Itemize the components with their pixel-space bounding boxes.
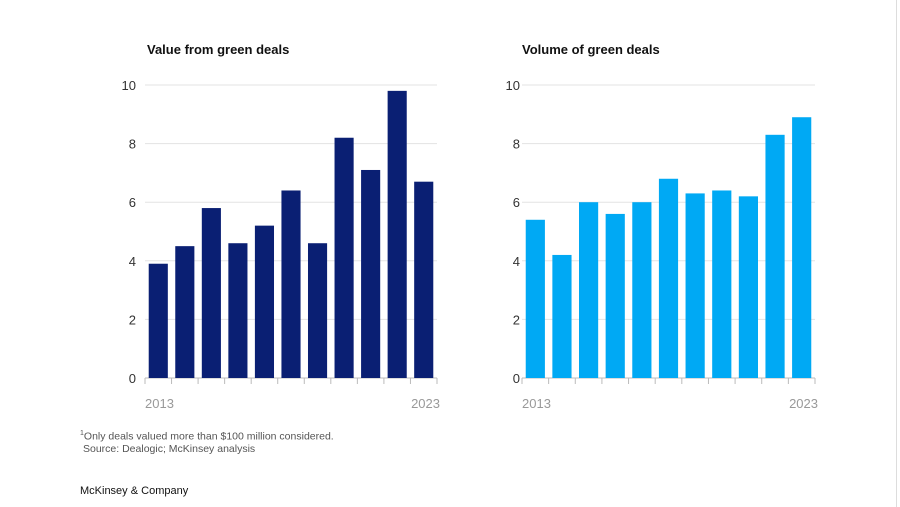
footnote: 1Only deals valued more than $100 millio… — [80, 430, 334, 443]
bar-2017 — [632, 202, 652, 378]
bar-2021 — [738, 196, 758, 378]
x-tick-label-end: 2023 — [789, 396, 818, 411]
bar-2023 — [414, 181, 434, 378]
footnote-marker: 1 — [80, 430, 84, 437]
chart-title-value: Value from green deals — [147, 42, 290, 57]
page-edge-divider — [896, 0, 897, 507]
x-tick-label-end: 2023 — [411, 396, 440, 411]
x-tick-label-start: 2013 — [145, 396, 174, 411]
bar-2018 — [281, 190, 301, 378]
bar-2014 — [552, 254, 572, 378]
bar-2016 — [228, 243, 248, 378]
y-tick-label: 10 — [122, 78, 136, 93]
y-tick-label: 4 — [513, 254, 520, 269]
bar-2022 — [387, 90, 407, 379]
bar-2013 — [525, 219, 545, 378]
bar-2022 — [765, 134, 785, 378]
y-tick-label: 2 — [129, 312, 136, 327]
y-tick-label: 2 — [513, 312, 520, 327]
bar-2020 — [712, 190, 732, 378]
bar-2021 — [361, 169, 381, 378]
bar-2013 — [148, 263, 168, 378]
y-tick-label: 0 — [513, 371, 520, 386]
y-tick-label: 6 — [513, 195, 520, 210]
bar-2016 — [605, 213, 625, 378]
bar-2017 — [254, 225, 275, 378]
bar-2014 — [175, 246, 195, 378]
y-tick-label: 6 — [129, 195, 136, 210]
bar-2015 — [579, 202, 599, 378]
y-tick-label: 8 — [513, 137, 520, 152]
y-tick-label: 0 — [129, 371, 136, 386]
bar-2023 — [792, 117, 812, 378]
y-tick-label: 4 — [129, 254, 136, 269]
bar-2019 — [685, 193, 705, 378]
bar-2018 — [658, 178, 679, 378]
chart-title-volume: Volume of green deals — [522, 42, 660, 57]
bar-2020 — [334, 137, 354, 378]
bar-2019 — [307, 243, 328, 378]
bar-2015 — [201, 208, 221, 378]
source-note: Source: Dealogic; McKinsey analysis — [83, 443, 256, 455]
brand-logo-text: McKinsey & Company — [80, 485, 189, 497]
footnote-text: Only deals valued more than $100 million… — [83, 430, 334, 443]
x-tick-label-start: 2013 — [522, 396, 551, 411]
y-tick-label: 10 — [506, 78, 520, 93]
y-tick-label: 8 — [129, 137, 136, 152]
